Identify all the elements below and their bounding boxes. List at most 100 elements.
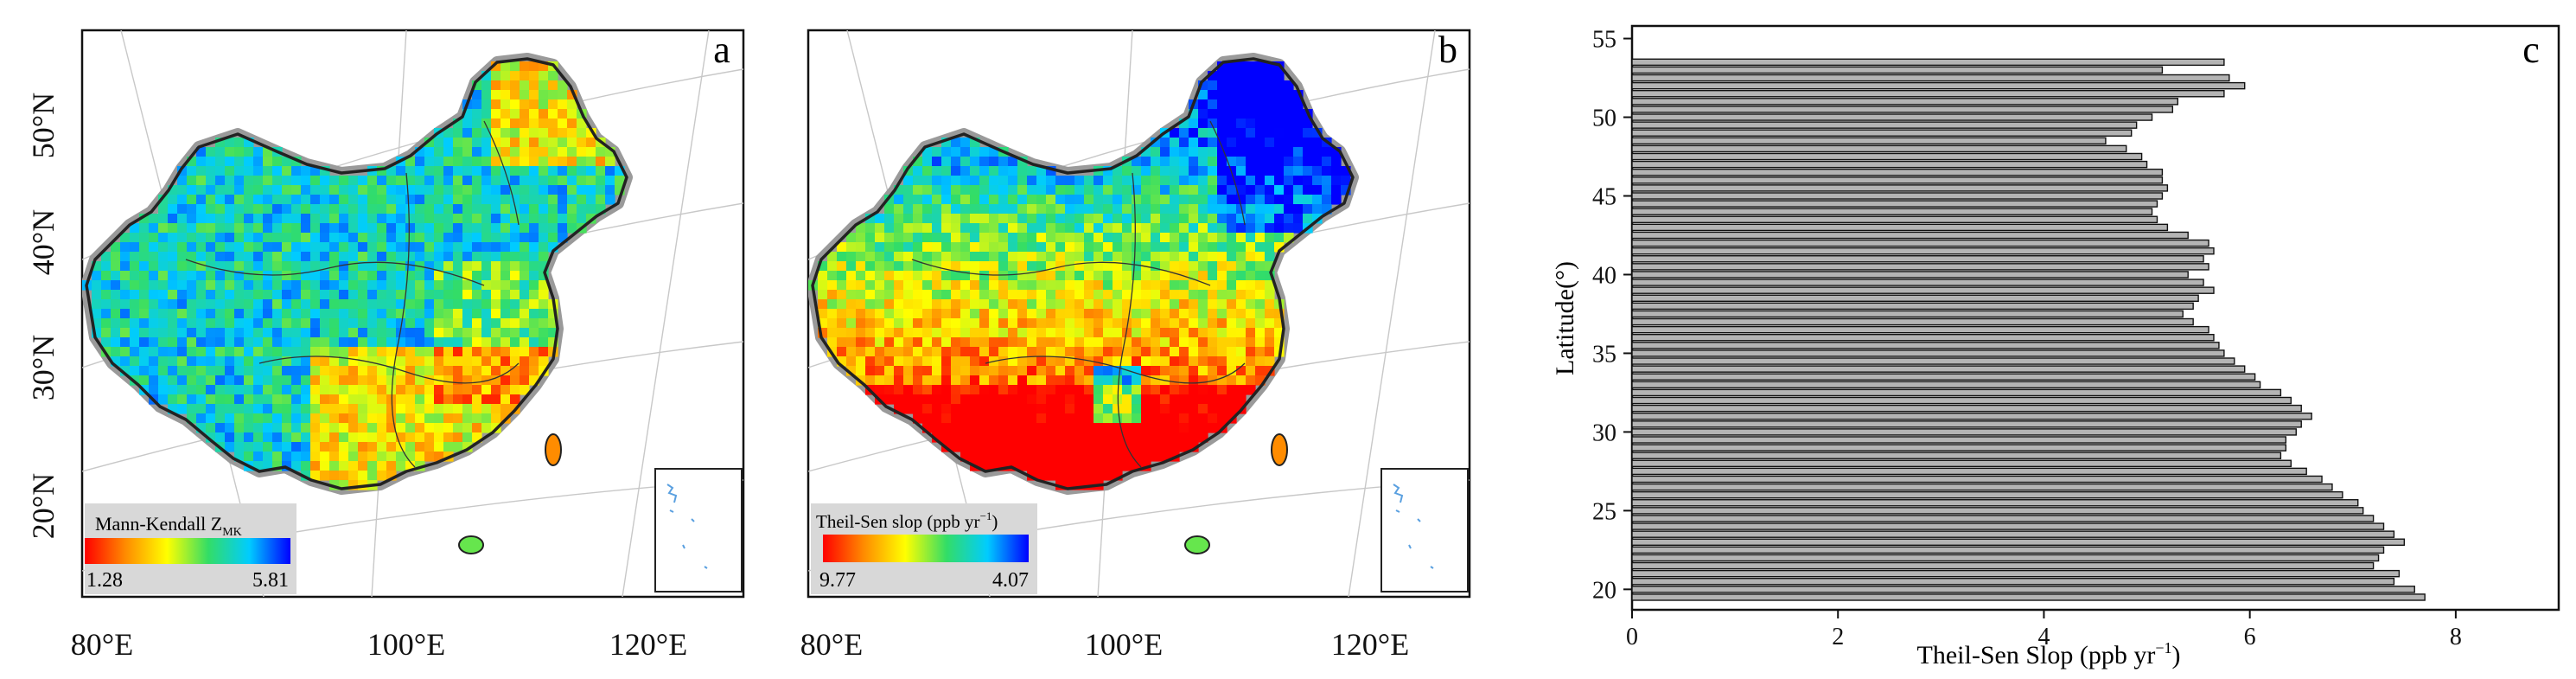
panel-b-china-raster — [808, 53, 1359, 554]
lon-label-a-120e: 120°E — [609, 627, 687, 662]
bar-lat-26-5 — [1631, 483, 2333, 491]
y-tick-label-35: 35 — [1592, 341, 1616, 368]
bar-lat-46 — [1631, 176, 2164, 184]
panel-a-inset — [654, 468, 743, 593]
panel-b-legend-min: 9.77 — [819, 569, 856, 592]
bar-lat-40-5 — [1631, 263, 2209, 271]
panel-c-x-ticks: 0 2 4 6 8 — [1626, 610, 2462, 650]
bar-lat-21 — [1631, 569, 2401, 578]
bar-lat-53 — [1631, 66, 2164, 74]
bar-lat-42 — [1631, 239, 2209, 247]
bar-lat-20 — [1631, 586, 2415, 593]
bar-lat-37-5 — [1631, 310, 2184, 318]
bar-lat-34-5 — [1631, 357, 2235, 365]
bar-lat-39-5 — [1631, 279, 2204, 286]
bar-lat-38 — [1631, 302, 2194, 311]
bar-lat-32-5 — [1631, 388, 2282, 397]
map-lon-labels: 80°E 100°E 120°E 80°E 100°E 120°E — [71, 627, 1409, 662]
bar-lat-43-5 — [1631, 215, 2158, 224]
bar-lat-28 — [1631, 459, 2292, 468]
bar-lat-51-5 — [1631, 89, 2225, 98]
bar-lat-22-5 — [1631, 546, 2385, 554]
panel-b-map: b Theil-Sen slop (ppb yr−1) 9.77 4.07 — [807, 29, 1471, 599]
lat-label-20n: 20°N — [26, 473, 61, 539]
map-lat-labels: 50°N 40°N 30°N 20°N — [26, 93, 61, 539]
bar-lat-33-5 — [1631, 373, 2256, 381]
panel-a-legend: Mann-Kendall ZMK 1.28 5.81 — [85, 503, 296, 594]
bar-lat-21-5 — [1631, 561, 2375, 570]
x-tick-label-6: 6 — [2244, 624, 2256, 650]
bar-lat-52 — [1631, 81, 2246, 90]
bar-lat-35-5 — [1631, 342, 2220, 349]
bar-lat-34 — [1631, 365, 2246, 373]
bar-lat-43 — [1631, 223, 2169, 232]
panel-b-letter: b — [1438, 29, 1457, 71]
bar-lat-30-5 — [1631, 420, 2302, 428]
bar-lat-31 — [1631, 412, 2312, 420]
bar-lat-45-5 — [1631, 184, 2169, 192]
bar-lat-41-5 — [1631, 247, 2215, 255]
panel-a-china-raster — [82, 53, 633, 554]
bar-lat-33 — [1631, 381, 2261, 389]
panel-a-legend-min: 1.28 — [86, 569, 123, 592]
bar-lat-23 — [1631, 538, 2406, 547]
bar-lat-45 — [1631, 192, 2164, 200]
bar-lat-36 — [1631, 333, 2215, 342]
lon-label-a-100e: 100°E — [367, 627, 445, 662]
bar-lat-50 — [1631, 113, 2153, 121]
panel-c-y-ticks: 20 25 30 35 40 45 50 55 — [1592, 27, 1632, 604]
y-tick-label-40: 40 — [1592, 262, 1616, 289]
x-tick-label-0: 0 — [1626, 624, 1638, 650]
panel-b-legend-max: 4.07 — [992, 569, 1029, 592]
bar-lat-40 — [1631, 271, 2189, 279]
lon-label-b-100e: 100°E — [1085, 627, 1163, 662]
bar-lat-37 — [1631, 317, 2194, 326]
bar-lat-42-5 — [1631, 231, 2189, 240]
bar-lat-44-5 — [1631, 200, 2158, 208]
bar-lat-25 — [1631, 507, 2364, 515]
lat-label-30n: 30°N — [26, 335, 61, 400]
panel-c-ylabel: Latitude(°) — [1551, 261, 1579, 375]
bar-lat-48 — [1631, 144, 2127, 153]
bar-lat-35 — [1631, 349, 2225, 357]
y-tick-label-55: 55 — [1592, 27, 1616, 54]
x-tick-label-4: 4 — [2037, 624, 2050, 650]
lat-label-40n: 40°N — [26, 209, 61, 275]
bar-lat-23-5 — [1631, 530, 2395, 538]
y-tick-label-30: 30 — [1592, 420, 1616, 446]
y-tick-label-50: 50 — [1592, 106, 1616, 132]
panel-b-inset — [1380, 468, 1469, 593]
bar-lat-46-5 — [1631, 168, 2164, 176]
y-tick-label-20: 20 — [1592, 577, 1616, 604]
x-tick-label-8: 8 — [2450, 624, 2462, 650]
panel-c-bars — [1631, 58, 2426, 601]
bar-lat-50-5 — [1631, 106, 2174, 113]
panel-a-legend-title: Mann-Kendall ZMK — [95, 513, 242, 539]
y-tick-label-45: 45 — [1592, 183, 1616, 210]
bar-lat-38-5 — [1631, 294, 2199, 303]
bar-lat-22 — [1631, 554, 2380, 562]
lon-label-b-80e: 80°E — [800, 627, 863, 662]
lat-label-50n: 50°N — [26, 93, 61, 158]
bar-lat-19-5 — [1631, 593, 2426, 601]
bar-lat-29-5 — [1631, 436, 2287, 444]
panel-c-xlabel: Theil-Sen Slop (ppb yr−1) — [1917, 639, 2181, 669]
bar-lat-24 — [1631, 522, 2385, 530]
bar-lat-29 — [1631, 444, 2287, 452]
bar-lat-24-5 — [1631, 515, 2375, 522]
bar-lat-20-5 — [1631, 578, 2395, 586]
panel-a-letter: a — [713, 29, 730, 71]
y-tick-label-25: 25 — [1592, 498, 1616, 525]
bar-lat-47 — [1631, 160, 2148, 169]
bar-lat-31-5 — [1631, 404, 2302, 413]
panel-c-chart: 20 25 30 35 40 45 50 55 0 2 4 6 8 c Latitude(°) The… — [1551, 24, 2560, 669]
bar-lat-53-5 — [1631, 58, 2225, 67]
bar-lat-49 — [1631, 129, 2133, 137]
bar-lat-52-5 — [1631, 74, 2230, 82]
bar-lat-39 — [1631, 286, 2215, 294]
bar-lat-47-5 — [1631, 152, 2143, 161]
bar-lat-25-5 — [1631, 499, 2359, 507]
lon-label-b-120e: 120°E — [1331, 627, 1409, 662]
bar-lat-49-5 — [1631, 121, 2138, 129]
bar-lat-41 — [1631, 255, 2204, 263]
